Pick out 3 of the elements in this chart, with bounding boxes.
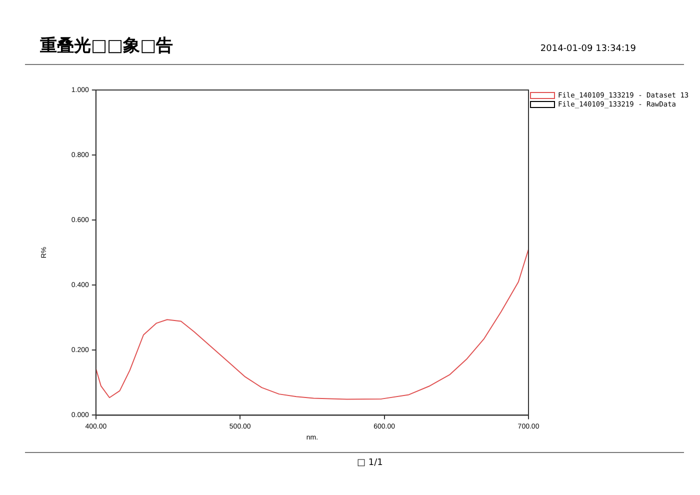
- chart-title: 重叠光□□象□告: [40, 35, 174, 57]
- text: 2014-01-09 13:34:19: [540, 44, 636, 54]
- text: □ 1/1: [357, 458, 383, 468]
